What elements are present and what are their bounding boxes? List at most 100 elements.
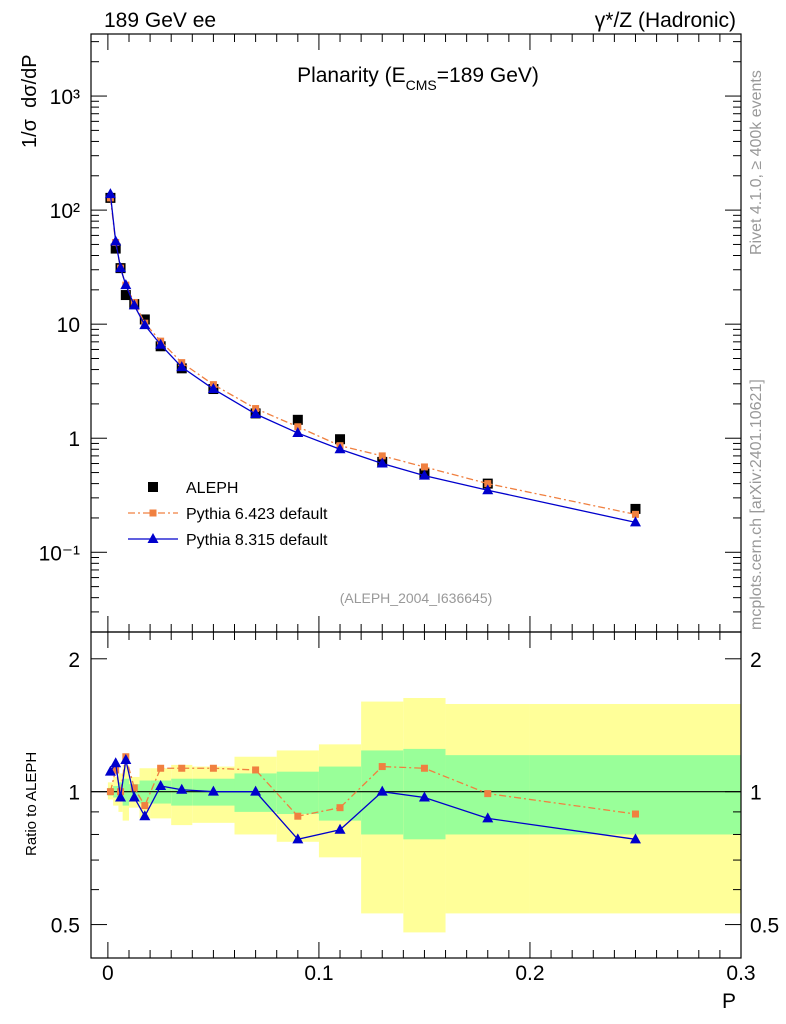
data-point [631,510,639,518]
ratio-point [106,788,114,796]
ratio-y-tick-label-right: 0.5 [750,915,779,938]
data-point [155,338,167,349]
ratio-xtick-labels: 0 0.1 0.2 0.3 [102,962,756,985]
data-point [630,503,641,514]
ratio-point [128,791,140,802]
ratio-y-tick-label-right: 1 [750,782,762,805]
y-tick-label: 10² [50,200,80,223]
ratio-point [157,764,165,772]
ratio-ticks [91,632,742,958]
y-tick-label: 10⁻¹ [39,542,80,565]
ratio-ylabel: Ratio to ALEPH [23,752,40,856]
data-point [292,427,304,438]
data-point [294,423,302,431]
band-inner [529,755,741,835]
ratio-point [209,764,217,772]
ratio-point [484,790,492,798]
data-point [110,235,122,246]
ratio-frame [90,631,742,959]
main-ytick-labels: 10⁻¹ 1 10 10² 10³ [39,86,80,565]
ratio-point [250,785,262,796]
legend-marker [149,509,157,517]
ratio-series [104,753,641,844]
ratio-point [631,810,639,818]
data-point [120,290,131,301]
ratio-point [178,764,186,772]
data-point [420,463,428,471]
main-ylabel: 1/σ dσ/dP [19,54,41,148]
data-point [139,319,151,330]
data-point [110,243,121,254]
data-point [120,279,132,290]
ratio-point [115,791,127,802]
ratio-point [420,764,428,772]
ratio-point [110,757,122,768]
ratio-y-tick-label: 1 [68,782,80,805]
analysis-annotation: (ALEPH_2004_I636645) [340,590,493,606]
ratio-point [155,780,167,791]
header-right: γ*/Z (Hadronic) [595,9,736,32]
main-title: Planarity (ECMS=189 GeV) [297,64,539,93]
legend-marker [147,533,159,543]
ratio-point [120,753,132,764]
ratio-panel: 0.5 0.5 1 1 2 2 0 0.1 0.2 0.3 Ratio to ALEPH P [23,631,779,1013]
series-line [109,194,636,523]
y-tick-label: 1 [68,428,80,451]
main-series [104,188,641,527]
data-point [335,434,346,445]
data-point [376,457,388,468]
x-tick-label: 0.1 [304,962,333,985]
data-point [104,188,116,199]
ratio-ytick-labels: 0.5 0.5 1 1 2 2 [51,649,779,938]
ratio-xlabel: P [722,990,736,1013]
ratio-point [176,783,188,794]
main-ticks [91,34,742,633]
legend-label: Pythia 6.423 default [186,506,328,523]
ratio-point [139,810,151,821]
ratio-point [292,833,304,844]
ratio-y-tick-label-right: 2 [750,649,762,672]
y-tick-label: 10³ [50,86,80,109]
series-line [109,197,636,515]
data-point [484,480,492,488]
rivet-label: Rivet 4.1.0, ≥ 400k events [748,70,765,255]
mcplots-label: mcplots.cern.ch [arXiv:2401.10621] [748,379,765,630]
legend-label: ALEPH [186,480,238,497]
x-tick-label: 0 [102,962,114,985]
data-point [292,414,303,425]
data-point [378,452,386,460]
data-point [629,516,641,527]
ratio-point [130,784,138,792]
x-tick-label: 0.2 [515,962,544,985]
data-point [418,469,430,480]
ratio-y-tick-label: 2 [68,649,80,672]
ratio-point [378,763,386,771]
ratio-point [418,791,430,802]
data-point [128,299,140,310]
main-title-prefix: Planarity (E [297,64,406,87]
header-right-tag: (Hadronic) [632,9,736,32]
ratio-bands [107,698,741,933]
legend-marker [148,482,158,492]
ratio-point [294,812,302,820]
ratio-line [109,759,636,841]
x-tick-label: 0.3 [726,962,755,985]
header-right-process: γ*/Z [595,9,633,32]
ratio-point [207,785,219,796]
ratio-point [336,804,344,812]
data-point [334,443,346,454]
ratio-point [141,802,149,810]
data-point [250,408,262,419]
header-left: 189 GeV ee [104,9,216,32]
main-panel: Planarity (ECMS=189 GeV) 1/σ dσ/dP 10⁻¹ 1… [19,33,742,633]
data-point [482,484,494,495]
ratio-point [482,812,494,823]
data-point [207,383,219,394]
main-title-suffix: =189 GeV) [437,64,539,87]
ratio-y-tick-label: 0.5 [51,915,80,938]
band-inner [276,771,319,815]
main-title-sub: CMS [406,77,437,93]
ratio-point [334,823,346,834]
ratio-point [104,765,116,776]
